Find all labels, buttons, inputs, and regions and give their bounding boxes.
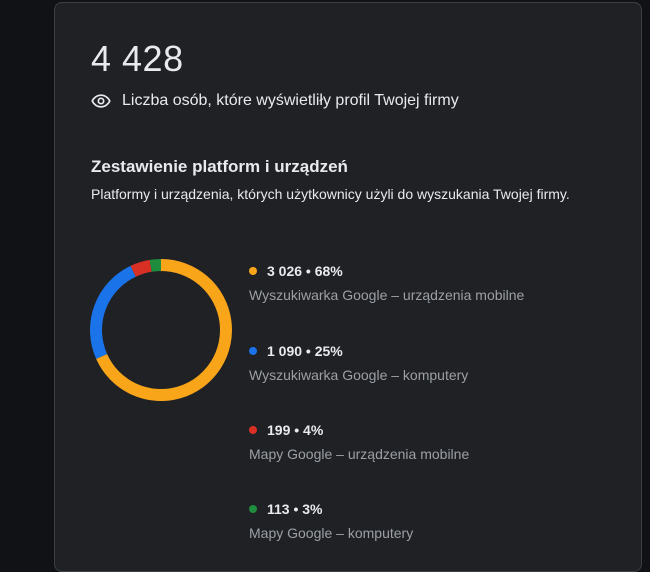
legend-value: 1 090 • 25% <box>267 343 343 359</box>
donut-slice-maps-desktop <box>149 259 162 272</box>
breakdown-description: Platformy i urządzenia, których użytkown… <box>91 186 570 202</box>
legend-value: 3 026 • 68% <box>267 263 343 279</box>
eye-icon <box>91 94 111 108</box>
donut-slice-maps-mobile <box>130 259 152 277</box>
legend-label: Mapy Google – komputery <box>249 525 414 541</box>
legend-dot <box>249 347 257 355</box>
donut-slice-search-mobile <box>96 259 232 401</box>
legend-value: 199 • 4% <box>267 422 324 438</box>
legend-label: Wyszukiwarka Google – urządzenia mobilne <box>249 287 525 303</box>
legend-dot <box>249 426 257 434</box>
legend-item-search-desktop: 1 090 • 25% Wyszukiwarka Google – komput… <box>249 341 629 383</box>
performance-card: 4 428 Liczba osób, które wyświetliły pro… <box>54 2 642 572</box>
platform-donut-chart <box>90 259 232 401</box>
views-label: Liczba osób, które wyświetliły profil Tw… <box>122 92 459 109</box>
legend-item-search-mobile: 3 026 • 68% Wyszukiwarka Google – urządz… <box>249 261 629 303</box>
legend-label: Mapy Google – urządzenia mobilne <box>249 446 470 462</box>
donut-slice-search-desktop <box>90 265 136 359</box>
views-row: Liczba osób, które wyświetliły profil Tw… <box>91 89 459 113</box>
legend-dot <box>249 267 257 275</box>
total-views-count: 4 428 <box>91 38 184 79</box>
legend-label: Wyszukiwarka Google – komputery <box>249 367 469 383</box>
breakdown-title: Zestawienie platform i urządzeń <box>91 157 348 176</box>
legend-item-maps-desktop: 113 • 3% Mapy Google – komputery <box>249 499 629 541</box>
legend-value: 113 • 3% <box>267 501 323 517</box>
legend-item-maps-mobile: 199 • 4% Mapy Google – urządzenia mobiln… <box>249 420 629 462</box>
legend-dot <box>249 505 257 513</box>
